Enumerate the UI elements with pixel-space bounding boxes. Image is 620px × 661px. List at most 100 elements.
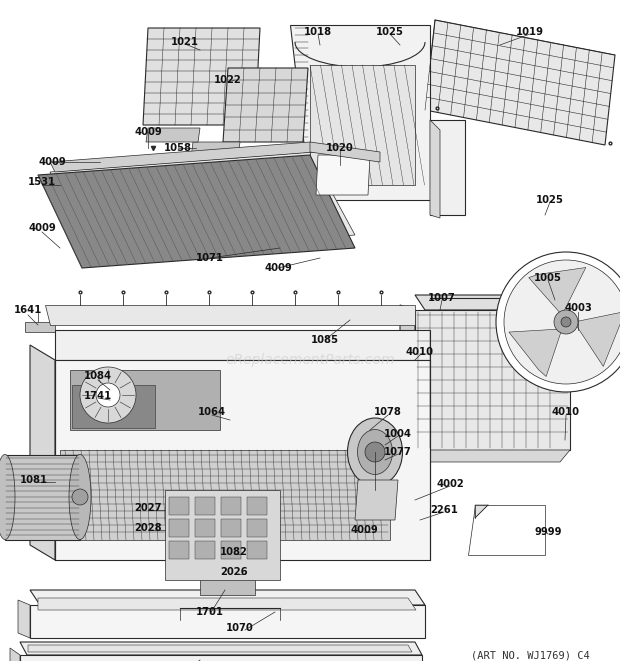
Text: 1077: 1077	[384, 447, 412, 457]
Text: eReplacementParts.com: eReplacementParts.com	[225, 353, 395, 367]
Polygon shape	[25, 322, 55, 332]
Text: 2261: 2261	[430, 505, 458, 515]
Polygon shape	[50, 142, 315, 172]
Ellipse shape	[69, 455, 91, 539]
Text: 1007: 1007	[428, 293, 456, 303]
Polygon shape	[468, 505, 545, 555]
Polygon shape	[310, 65, 415, 185]
Polygon shape	[18, 600, 30, 638]
Polygon shape	[38, 155, 355, 268]
FancyBboxPatch shape	[221, 519, 241, 537]
Text: 1064: 1064	[198, 407, 226, 417]
Text: 1005: 1005	[534, 273, 562, 283]
Polygon shape	[430, 120, 465, 215]
Text: 2027: 2027	[135, 503, 162, 513]
FancyBboxPatch shape	[169, 541, 189, 559]
Polygon shape	[223, 68, 308, 142]
Text: 1022: 1022	[214, 75, 242, 85]
Polygon shape	[60, 450, 390, 540]
FancyBboxPatch shape	[221, 497, 241, 515]
Text: 2026: 2026	[220, 567, 248, 577]
Polygon shape	[310, 142, 380, 162]
FancyBboxPatch shape	[195, 497, 215, 515]
Polygon shape	[430, 120, 440, 218]
Text: 4009: 4009	[134, 127, 162, 137]
Ellipse shape	[0, 455, 15, 539]
Polygon shape	[55, 360, 430, 560]
FancyBboxPatch shape	[169, 519, 189, 537]
Text: 1025: 1025	[376, 27, 404, 37]
Polygon shape	[191, 142, 240, 158]
Polygon shape	[38, 598, 416, 610]
Text: 1019: 1019	[516, 27, 544, 37]
Ellipse shape	[358, 430, 392, 475]
Text: 1082: 1082	[220, 547, 248, 557]
Polygon shape	[72, 385, 155, 428]
Text: 1531: 1531	[28, 177, 56, 187]
Text: 1025: 1025	[536, 195, 564, 205]
Text: 4010: 4010	[552, 407, 580, 417]
Text: 1078: 1078	[374, 407, 402, 417]
Text: 1081: 1081	[20, 475, 48, 485]
Circle shape	[72, 489, 88, 505]
Text: 4009: 4009	[38, 157, 66, 167]
FancyBboxPatch shape	[247, 541, 267, 559]
Polygon shape	[10, 648, 20, 661]
Circle shape	[554, 310, 578, 334]
FancyBboxPatch shape	[247, 497, 267, 515]
Text: 4003: 4003	[564, 303, 592, 313]
Polygon shape	[146, 128, 200, 142]
Text: 1071: 1071	[196, 253, 224, 263]
Text: 1058: 1058	[164, 143, 192, 153]
Text: 4009: 4009	[350, 525, 378, 535]
Text: 1004: 1004	[384, 429, 412, 439]
Text: 4009: 4009	[28, 223, 56, 233]
Text: 9999: 9999	[534, 527, 562, 537]
Polygon shape	[316, 155, 370, 195]
Text: 1641: 1641	[14, 305, 42, 315]
Circle shape	[496, 252, 620, 392]
Polygon shape	[415, 295, 570, 310]
Text: 1084: 1084	[84, 371, 112, 381]
Polygon shape	[30, 590, 425, 605]
FancyBboxPatch shape	[195, 541, 215, 559]
Text: 1018: 1018	[304, 27, 332, 37]
Text: 1741: 1741	[84, 391, 112, 401]
FancyBboxPatch shape	[169, 497, 189, 515]
Polygon shape	[475, 505, 488, 518]
Polygon shape	[509, 329, 562, 377]
Text: 1020: 1020	[326, 143, 354, 153]
FancyBboxPatch shape	[195, 519, 215, 537]
Polygon shape	[290, 25, 430, 200]
Polygon shape	[30, 605, 425, 638]
Polygon shape	[50, 152, 355, 255]
Text: 4010: 4010	[406, 347, 434, 357]
Polygon shape	[28, 645, 412, 652]
FancyBboxPatch shape	[221, 541, 241, 559]
Polygon shape	[30, 345, 55, 560]
Text: 4002: 4002	[436, 479, 464, 489]
Circle shape	[96, 383, 120, 407]
Polygon shape	[5, 455, 80, 540]
Polygon shape	[355, 480, 398, 520]
Polygon shape	[45, 305, 415, 325]
Circle shape	[561, 317, 571, 327]
Text: 1701: 1701	[196, 607, 224, 617]
FancyBboxPatch shape	[247, 519, 267, 537]
Polygon shape	[415, 310, 570, 450]
Polygon shape	[70, 370, 220, 430]
Polygon shape	[529, 268, 586, 315]
Polygon shape	[425, 20, 615, 145]
Ellipse shape	[347, 418, 402, 486]
Polygon shape	[55, 330, 430, 360]
Polygon shape	[200, 575, 255, 595]
Polygon shape	[574, 312, 620, 366]
Text: 1085: 1085	[311, 335, 339, 345]
Circle shape	[504, 260, 620, 384]
Polygon shape	[165, 490, 280, 580]
Text: 4009: 4009	[264, 263, 292, 273]
Polygon shape	[20, 642, 422, 655]
Text: 2028: 2028	[134, 523, 162, 533]
Text: (ART NO. WJ1769) C4: (ART NO. WJ1769) C4	[471, 650, 590, 660]
Circle shape	[80, 367, 136, 423]
